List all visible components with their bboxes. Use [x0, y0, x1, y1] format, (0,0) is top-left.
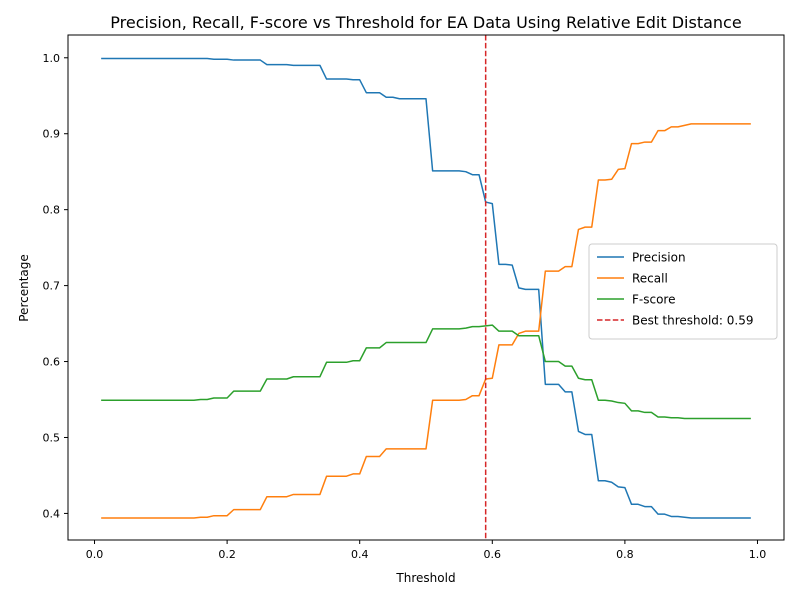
x-tick-label: 0.4	[351, 548, 369, 561]
y-tick-label: 0.4	[43, 507, 61, 520]
legend-label-precision: Precision	[632, 251, 686, 265]
x-axis-label: Threshold	[395, 571, 455, 585]
x-axis-ticks: 0.0 0.2 0.4 0.6 0.8 1.0	[86, 540, 766, 561]
y-axis-ticks: 0.4 0.5 0.6 0.7 0.8 0.9 1.0	[43, 52, 68, 520]
y-tick-label: 0.9	[43, 128, 61, 141]
series-layer	[101, 57, 751, 519]
y-tick-label: 1.0	[43, 52, 61, 65]
x-tick-label: 0.0	[86, 548, 104, 561]
y-tick-label: 0.8	[43, 204, 61, 217]
legend: Precision Recall F-score Best threshold:…	[588, 243, 778, 340]
series-line-fscore	[101, 324, 751, 420]
x-tick-label: 0.8	[616, 548, 634, 561]
y-tick-label: 0.7	[43, 280, 61, 293]
legend-box	[588, 243, 778, 340]
x-tick-label: 0.2	[218, 548, 236, 561]
x-tick-label: 1.0	[749, 548, 767, 561]
y-axis-label: Percentage	[17, 254, 31, 322]
y-tick-label: 0.5	[43, 431, 61, 444]
legend-label-recall: Recall	[632, 272, 668, 286]
legend-label-fscore: F-score	[632, 293, 675, 307]
plot-frame	[67, 34, 785, 541]
chart-title: Precision, Recall, F-score vs Threshold …	[110, 13, 741, 32]
series-line-recall	[101, 123, 751, 519]
y-tick-label: 0.6	[43, 356, 61, 369]
series-line-precision	[101, 57, 751, 519]
x-tick-label: 0.6	[484, 548, 502, 561]
legend-label-best-threshold: Best threshold: 0.59	[632, 314, 753, 328]
